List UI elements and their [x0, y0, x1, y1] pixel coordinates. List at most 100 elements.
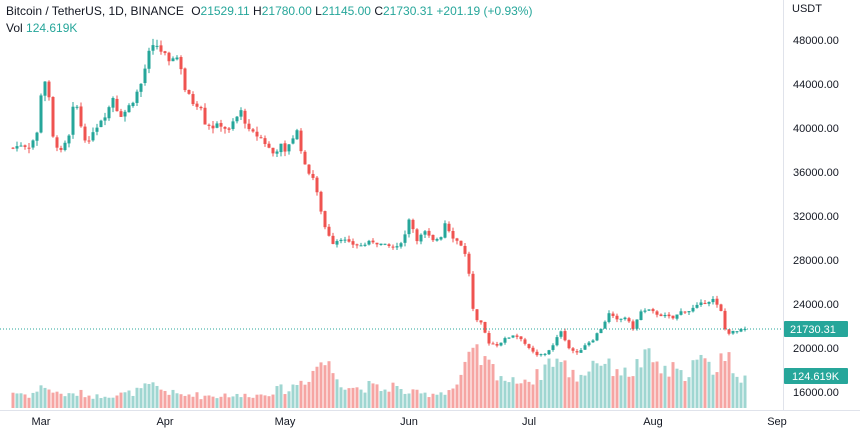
high-value: 21780.00	[261, 4, 312, 18]
candle-body	[403, 234, 407, 243]
volume-bar	[19, 393, 23, 408]
candle-body	[175, 57, 179, 60]
time-tick-label: Aug	[643, 416, 663, 428]
candle	[327, 224, 331, 237]
candle-body	[39, 95, 43, 133]
volume-bar	[127, 390, 131, 408]
candle	[407, 218, 411, 238]
candle	[139, 83, 143, 98]
candle	[451, 227, 455, 243]
volume-bar	[339, 387, 343, 408]
candle-body	[643, 310, 647, 312]
volume-bar	[63, 396, 67, 408]
candle	[535, 349, 539, 357]
volume-bar	[115, 395, 119, 408]
candle-body	[323, 211, 327, 228]
candle-body	[487, 333, 491, 344]
volume-bar	[387, 391, 391, 408]
volume-bar	[607, 358, 611, 408]
candle	[607, 310, 611, 324]
volume-bar	[603, 363, 607, 408]
candle-body	[339, 239, 343, 242]
candle-body	[619, 318, 623, 320]
candle-body	[159, 45, 163, 52]
candle	[251, 128, 255, 133]
volume-series	[11, 344, 747, 408]
candle-body	[307, 164, 311, 174]
candle-body	[115, 98, 119, 112]
volume-bar	[315, 366, 319, 408]
candle-body	[611, 313, 615, 316]
volume-bar	[319, 362, 323, 408]
volume-bar	[451, 388, 455, 408]
candle	[267, 141, 271, 149]
volume-label[interactable]: Vol	[6, 21, 23, 35]
candle-body	[655, 311, 659, 315]
candle	[127, 103, 131, 113]
candle-body	[139, 83, 143, 92]
candle-body	[491, 343, 495, 345]
volume-bar	[235, 393, 239, 408]
candle-body	[107, 107, 111, 119]
volume-bar	[411, 389, 415, 408]
candle	[83, 123, 87, 143]
candle	[519, 336, 523, 342]
price-tick-label: 32000.00	[793, 211, 839, 223]
candle-body	[451, 230, 455, 239]
price-axis-currency[interactable]: USDT	[792, 3, 822, 15]
volume-bar	[543, 364, 547, 408]
volume-bar	[11, 392, 15, 408]
candle	[711, 296, 715, 305]
time-axis[interactable]: Mar Apr May Jun Jul Aug Sep	[32, 416, 787, 428]
volume-bar	[107, 397, 111, 408]
candle	[75, 105, 79, 110]
volume-value: 124.619K	[26, 21, 78, 35]
candle-body	[351, 241, 355, 245]
volume-bar	[383, 389, 387, 408]
volume-bar	[467, 351, 471, 408]
candle-body	[371, 240, 375, 243]
volume-bar	[231, 396, 235, 408]
candle	[283, 140, 287, 157]
candle	[291, 135, 295, 145]
candle	[135, 89, 139, 107]
candle-body	[99, 120, 103, 128]
candle	[159, 40, 163, 55]
volume-bar	[199, 399, 203, 408]
candle	[391, 244, 395, 250]
volume-bar	[67, 393, 71, 408]
volume-bar	[139, 388, 143, 408]
candle	[431, 234, 435, 243]
volume-bar	[327, 361, 331, 408]
volume-bar	[359, 389, 363, 408]
candle-body	[723, 310, 727, 330]
volume-bar	[323, 365, 327, 408]
candle	[715, 295, 719, 308]
candle-body	[59, 147, 63, 150]
price-axis[interactable]: 48000.00 44000.00 40000.00 36000.00 32000.00…	[793, 35, 839, 399]
volume-bar	[583, 375, 587, 408]
volume-bar	[227, 397, 231, 408]
candle	[507, 337, 511, 339]
candle-body	[51, 96, 55, 137]
candle	[67, 134, 71, 148]
volume-bar	[211, 396, 215, 408]
symbol-title[interactable]: Bitcoin / TetherUS, 1D, BINANCE	[6, 4, 184, 18]
volume-bar	[179, 394, 183, 408]
candle-body	[195, 103, 199, 107]
volume-badge: 124.619K	[784, 368, 848, 384]
candle-body	[15, 146, 19, 149]
candle	[227, 126, 231, 133]
candle	[299, 128, 303, 154]
candle	[303, 150, 307, 165]
candle	[59, 145, 63, 153]
candle	[231, 118, 235, 131]
candle	[659, 313, 663, 317]
candle	[183, 67, 187, 93]
volume-bar	[119, 392, 123, 408]
candle-body	[167, 52, 171, 62]
candle	[203, 103, 207, 125]
volume-bar	[415, 389, 419, 408]
candle	[447, 221, 451, 233]
